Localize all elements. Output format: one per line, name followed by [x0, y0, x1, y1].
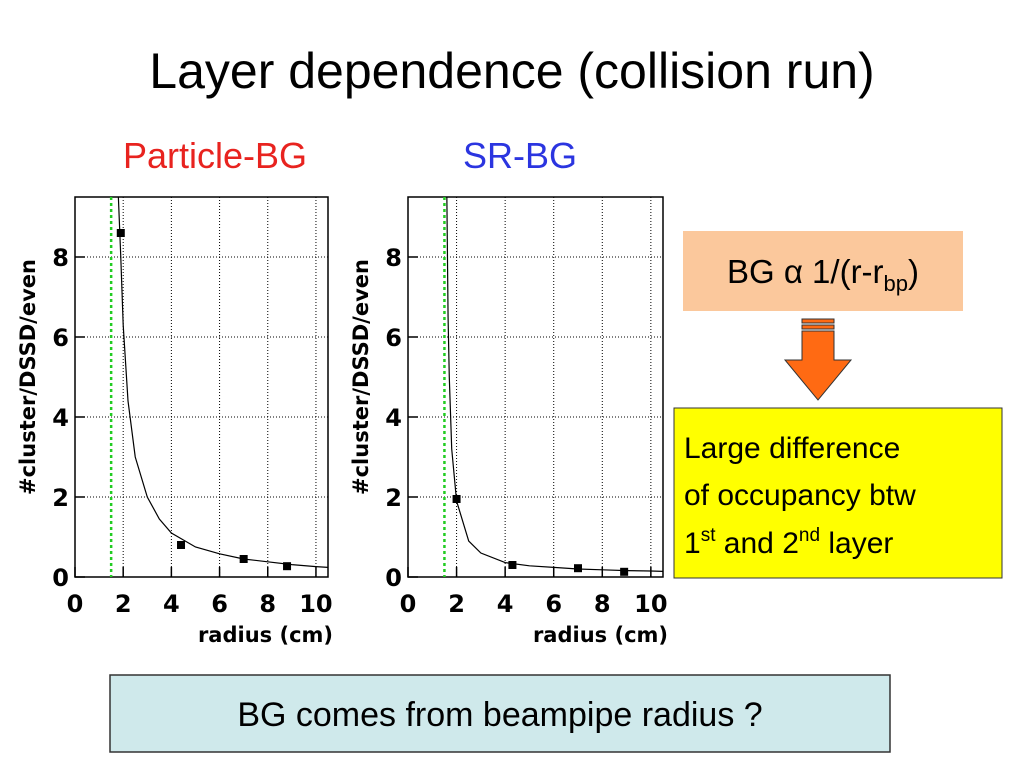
y-axis-label: #cluster/DSSD/even: [349, 259, 373, 495]
y-tick-label: 2: [52, 484, 69, 512]
note-text: 1: [684, 527, 701, 560]
formula-part: α: [784, 253, 803, 290]
x-tick-label: 8: [259, 590, 276, 618]
x-tick-label: 0: [400, 590, 417, 618]
x-tick-label: 4: [163, 590, 180, 618]
fit-curve: [446, 197, 663, 572]
plot-frame: [74, 196, 329, 578]
x-tick-label: 2: [448, 590, 465, 618]
bottom-text: BG comes from beampipe radius ?: [237, 696, 762, 734]
note-line: of occupancy btw: [684, 479, 916, 512]
note-sup: st: [701, 525, 717, 546]
chart: Particle-BG 0 2 4 6 8 10 0 2 4 6 8 radius (cm) #clust…: [16, 135, 333, 647]
formula-part: ): [908, 253, 919, 290]
data-point: [283, 562, 292, 571]
y-axis-label: #cluster/DSSD/even: [16, 259, 40, 495]
formula-part: 1/(r-r: [803, 253, 884, 290]
y-tick-label: 0: [385, 564, 402, 592]
formula-part: BG: [727, 253, 784, 290]
arrow: [783, 318, 853, 401]
x-tick-label: 10: [299, 590, 332, 618]
chart: SR-BG 0 2 4 6 8 10 0 2 4 6 8 radius (cm) #cluster/DSS…: [349, 135, 668, 647]
y-tick-label: 6: [52, 324, 69, 352]
x-axis-label: radius (cm): [533, 623, 668, 647]
note-text: of occupancy btw: [684, 479, 916, 512]
x-tick-label: 6: [545, 590, 562, 618]
x-tick-label: 8: [594, 590, 611, 618]
note-text: and 2: [715, 527, 798, 560]
bottom-box: [109, 674, 891, 753]
data-point: [620, 567, 629, 576]
y-tick-label: 8: [385, 244, 402, 272]
formula-box: [683, 231, 963, 311]
data-point: [116, 229, 125, 237]
x-tick-label: 4: [497, 590, 514, 618]
data-point: [239, 555, 248, 563]
x-tick-label: 10: [634, 590, 667, 618]
y-tick-label: 8: [52, 244, 69, 272]
x-tick-label: 0: [67, 590, 84, 618]
data-point: [452, 495, 461, 503]
formula-sub: bp: [884, 271, 908, 296]
y-tick-label: 2: [385, 484, 402, 512]
fit-curve: [117, 197, 328, 568]
note-text: layer: [820, 527, 893, 560]
note-line: Large difference: [684, 432, 900, 465]
note-text: Large difference: [684, 432, 900, 465]
y-tick-label: 4: [52, 404, 69, 432]
note-box: [673, 407, 1003, 579]
slide-title: Layer dependence (collision run): [149, 43, 874, 99]
note-sup: nd: [799, 525, 820, 546]
x-axis-label: radius (cm): [198, 623, 333, 647]
data-point: [177, 541, 186, 549]
chart-title: SR-BG: [463, 135, 577, 176]
formula: BG α 1/(r-rbp): [727, 253, 919, 296]
data-point: [508, 561, 517, 569]
chart-title: Particle-BG: [123, 135, 307, 176]
data-point: [574, 564, 582, 573]
y-tick-label: 0: [52, 564, 69, 592]
y-tick-label: 4: [385, 404, 402, 432]
note-line: 1st and 2nd layer: [684, 525, 893, 560]
x-tick-label: 2: [115, 590, 132, 618]
y-tick-label: 6: [385, 324, 402, 352]
x-tick-label: 6: [211, 590, 228, 618]
plot-frame: [407, 196, 664, 578]
